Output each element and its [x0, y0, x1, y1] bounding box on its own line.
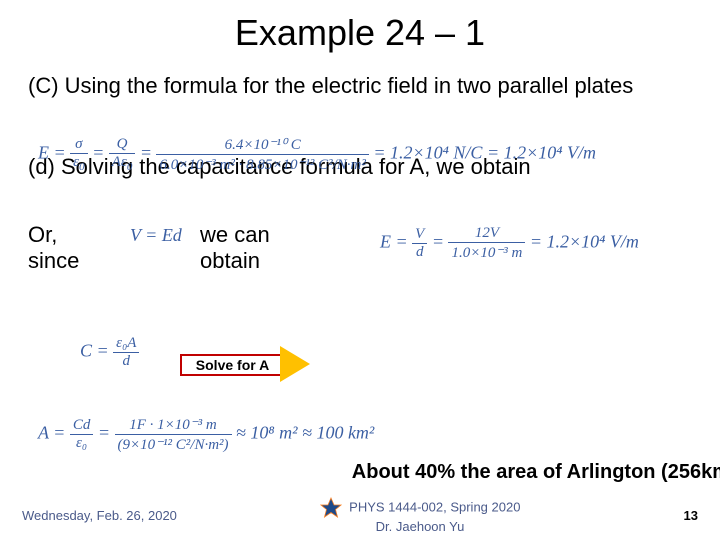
- arrow-icon: [280, 346, 310, 382]
- formula-efield: E = σε0 = QAε0 = 6.4×10⁻¹⁰ C6.0×10⁻³ m² …: [38, 135, 596, 174]
- or-since-text: Or, since: [28, 222, 79, 274]
- formula-capacitance: C = ε₀Ad: [80, 335, 139, 370]
- footer-center: PHYS 1444-002, Spring 2020 Dr. Jaehoon Y…: [182, 497, 658, 534]
- solve-label: Solve for A: [180, 354, 285, 376]
- uta-logo-icon: [320, 497, 342, 519]
- slide-footer: Wednesday, Feb. 26, 2020 PHYS 1444-002, …: [0, 497, 720, 534]
- part-c-text: (C) Using the formula for the electric f…: [0, 54, 720, 100]
- footer-date: Wednesday, Feb. 26, 2020: [22, 508, 182, 523]
- we-can-text: we can obtain: [200, 222, 270, 274]
- slide-title: Example 24 – 1: [0, 0, 720, 54]
- footer-page: 13: [658, 508, 698, 523]
- formula-area: A = Cdε₀ = 1F · 1×10⁻³ m(9×10⁻¹² C²/N·m²…: [38, 415, 374, 454]
- formula-e-vd: E = Vd = 12V1.0×10⁻³ m = 1.2×10⁴ V/m: [380, 225, 639, 262]
- formula-v-ed: V = Ed: [130, 225, 182, 246]
- arlington-note: About 40% the area of Arlington (256km: [352, 461, 720, 484]
